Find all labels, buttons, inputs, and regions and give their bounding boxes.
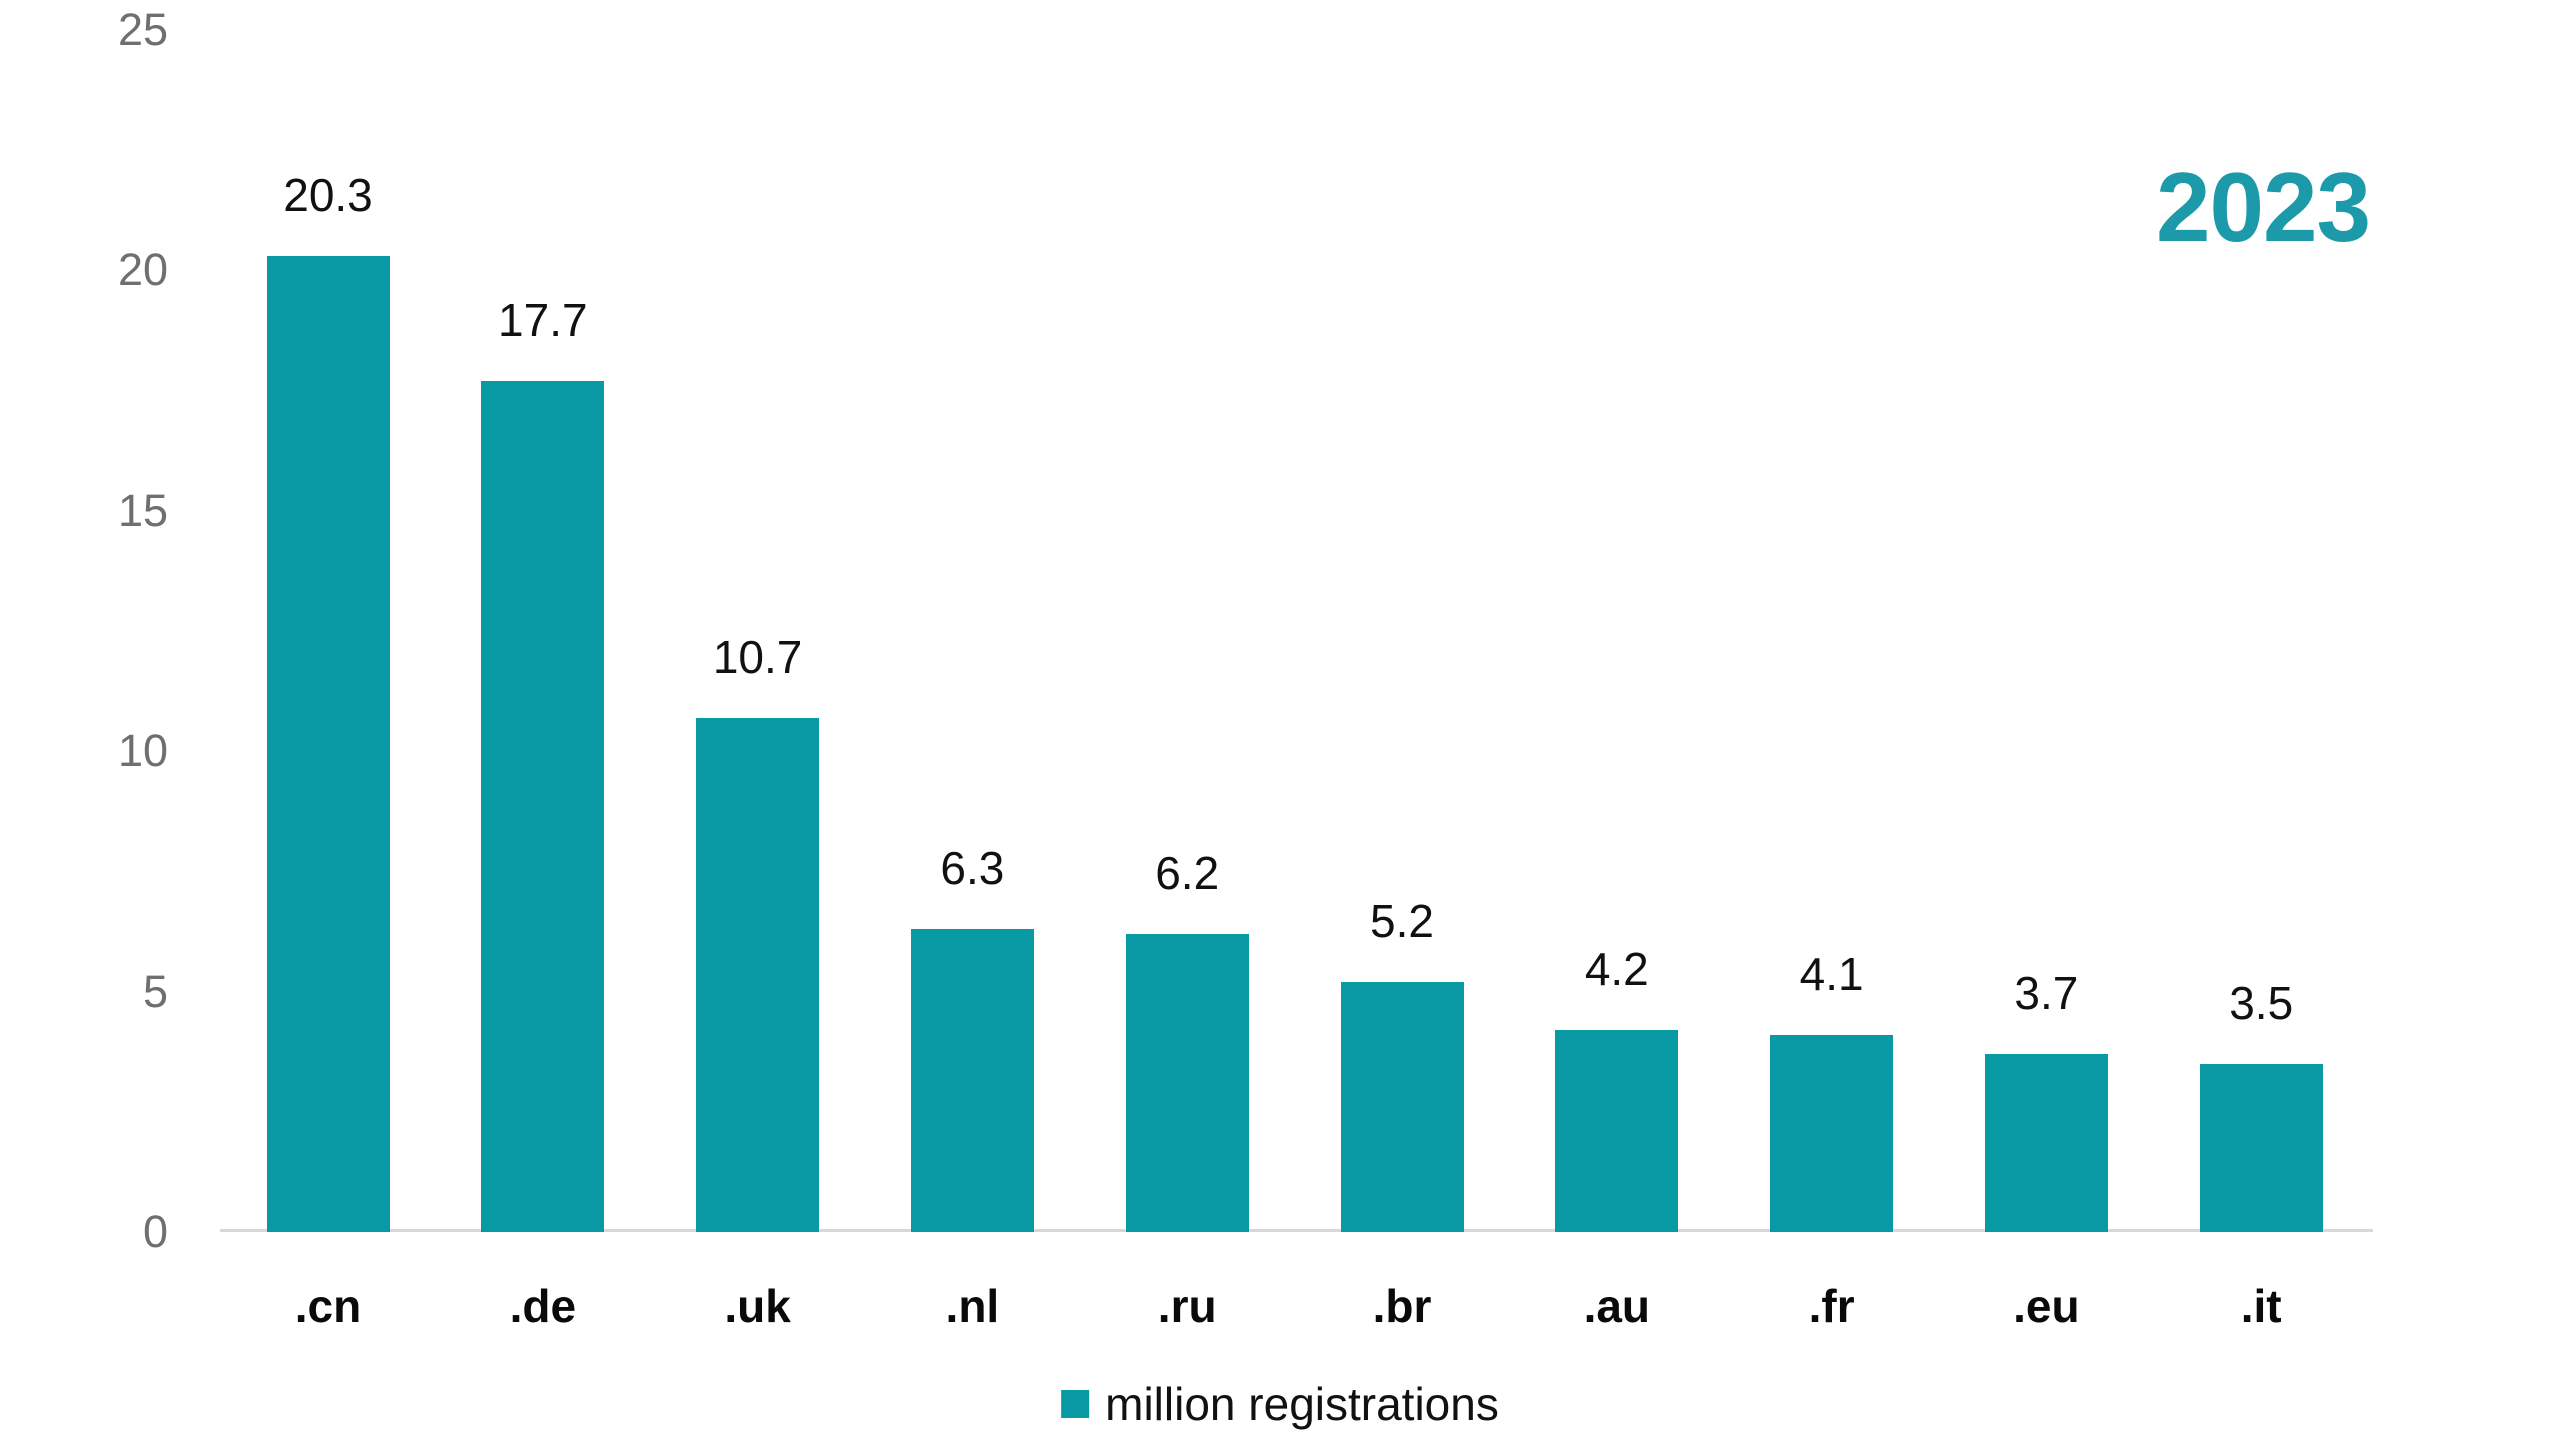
bar-br [1340,981,1464,1232]
category-label: .de [509,1280,577,1332]
value-label: 4.2 [1584,943,1649,996]
category-label: .eu [2013,1280,2080,1332]
legend-swatch-icon [1061,1390,1090,1418]
category-label: .br [1372,1280,1432,1332]
bar-au [1555,1030,1679,1232]
bar-cn [266,255,390,1232]
bar-de [481,380,605,1232]
y-tick-label: 0 [142,1206,168,1257]
y-tick-label: 5 [142,965,168,1017]
y-tick-label: 10 [117,725,168,777]
chart-year-title: 2023 [2155,152,2371,262]
value-label: 17.7 [498,293,588,346]
value-label: 3.5 [2229,976,2294,1029]
category-label: .it [2240,1280,2282,1332]
bar-it [2199,1063,2323,1232]
category-label: .uk [724,1280,791,1332]
value-label: 6.3 [940,842,1005,895]
bar-eu [1984,1054,2108,1232]
bar-uk [696,717,820,1232]
category-label: .nl [945,1280,1000,1332]
value-label: 20.3 [283,168,373,221]
bar-nl [910,929,1034,1232]
category-label: .ru [1157,1280,1217,1332]
legend: million registrations [1061,1381,1499,1427]
value-label: 4.1 [1799,947,1864,1000]
category-label: .fr [1808,1280,1855,1332]
y-tick-label: 20 [117,244,168,296]
category-label: .au [1583,1280,1651,1332]
y-tick-label: 15 [117,484,168,536]
value-label: 6.2 [1155,846,1220,899]
bar-ru [1125,933,1249,1232]
legend-label: million registrations [1105,1378,1499,1430]
category-label: .cn [294,1280,362,1332]
value-label: 3.7 [2014,967,2079,1020]
x-axis-line [220,1229,2373,1232]
value-label: 10.7 [712,630,803,683]
value-label: 5.2 [1370,894,1434,947]
y-tick-label: 25 [117,4,168,55]
bar-fr [1770,1034,1894,1232]
